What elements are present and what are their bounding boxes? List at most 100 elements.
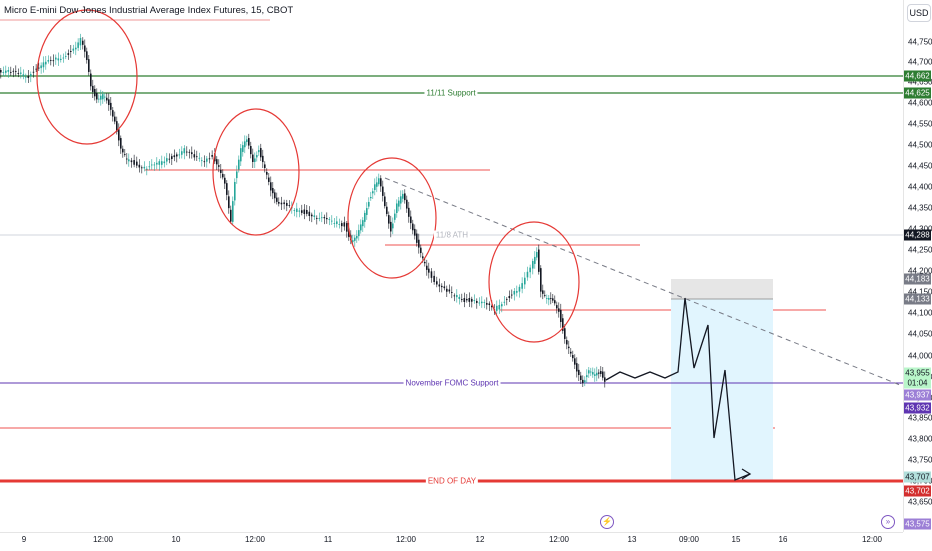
candle-body	[536, 251, 538, 258]
candle-body	[604, 377, 606, 382]
candle-body	[191, 152, 193, 155]
price-tick: 43,750	[908, 455, 932, 465]
candle-body	[508, 296, 511, 298]
candle-body	[276, 197, 278, 202]
candle-body	[161, 161, 163, 165]
candle-body	[256, 155, 258, 158]
candle-body	[503, 301, 506, 303]
candle-body	[288, 205, 291, 206]
candle-body	[114, 116, 116, 122]
candle-body	[258, 150, 260, 153]
candle-body	[592, 372, 594, 375]
candle-body	[574, 358, 576, 365]
goto-realtime-icon[interactable]: »	[881, 515, 895, 529]
candle-body	[498, 304, 501, 310]
candle-body	[451, 292, 453, 293]
candle-body	[62, 57, 65, 59]
candle-body	[476, 300, 478, 303]
candle-body	[548, 298, 550, 300]
candle-body	[88, 59, 90, 72]
candle-body	[364, 212, 366, 222]
candle-body	[72, 48, 75, 51]
candle-body	[238, 159, 240, 170]
candle-body	[318, 217, 321, 219]
candle-body	[198, 157, 201, 159]
candle-body	[236, 171, 238, 179]
candle-body	[558, 308, 560, 312]
candle-body	[483, 302, 486, 303]
candle-body	[55, 57, 57, 60]
candle-body	[181, 151, 183, 155]
candle-body	[478, 302, 481, 304]
price-tag: 01:04	[904, 377, 931, 389]
candle-body	[86, 51, 88, 61]
currency-button[interactable]: USD	[907, 4, 931, 22]
candle-body	[146, 168, 148, 170]
candle-body	[463, 298, 466, 302]
candle-body	[542, 290, 544, 294]
candle-body	[240, 148, 242, 162]
candle-body	[30, 74, 32, 77]
candle-body	[338, 224, 341, 225]
chart-pane[interactable]: Micro E-mini Dow Jones Industrial Averag…	[0, 0, 903, 532]
price-tick: 44,100	[908, 308, 932, 318]
price-tick: 43,650	[908, 497, 932, 507]
candle-body	[96, 93, 98, 100]
candle-body	[208, 158, 211, 160]
candle-body	[473, 299, 476, 301]
candle-body	[308, 211, 311, 216]
time-tick: 15	[731, 535, 741, 544]
candle-body	[84, 45, 86, 52]
candle-body	[0, 70, 2, 73]
candle-body	[248, 138, 250, 146]
candle-body	[75, 47, 77, 50]
price-tag: 44,662	[904, 70, 931, 82]
price-tick: 44,250	[908, 245, 932, 255]
price-tick: 44,200	[908, 266, 932, 276]
candle-body	[534, 256, 536, 264]
candle-body	[408, 207, 410, 217]
price-tag: 44,625	[904, 87, 931, 99]
candle-body	[529, 267, 531, 273]
candle-body	[133, 160, 135, 165]
candle-body	[27, 75, 30, 78]
candle-body	[244, 141, 246, 148]
candle-body	[148, 166, 151, 168]
time-tick: 16	[778, 535, 788, 544]
symbol-title[interactable]: Micro E-mini Dow Jones Industrial Averag…	[4, 5, 294, 16]
candle-body	[526, 271, 529, 278]
candle-body	[32, 71, 35, 73]
candle-body	[268, 177, 270, 182]
candle-body	[246, 139, 248, 143]
price-tick: 44,450	[908, 161, 932, 171]
candle-body	[168, 158, 171, 160]
time-tick: 12:00	[92, 535, 114, 544]
candle-body	[151, 164, 153, 166]
time-tick: 12:00	[548, 535, 570, 544]
time-tick: 12:00	[861, 535, 883, 544]
price-tag: 44,183	[904, 273, 931, 285]
candle-body	[323, 217, 326, 219]
lightning-icon[interactable]: ⚡	[600, 515, 614, 529]
time-axis[interactable]	[0, 532, 903, 551]
candle-body	[222, 173, 224, 178]
price-tag: 43,575	[904, 518, 931, 530]
candle-body	[426, 265, 428, 270]
candle-body	[570, 351, 572, 354]
candles-series	[0, 33, 606, 388]
price-chart[interactable]	[0, 0, 903, 532]
candle-body	[354, 237, 356, 241]
candle-body	[158, 161, 161, 165]
candle-body	[356, 236, 358, 239]
candle-body	[370, 196, 372, 199]
candle-body	[598, 372, 600, 374]
candle-body	[228, 196, 230, 209]
candle-body	[384, 196, 386, 207]
candle-body	[380, 178, 382, 187]
candle-body	[501, 304, 503, 307]
candle-body	[35, 68, 37, 70]
candle-body	[580, 375, 582, 380]
price-tick: 44,400	[908, 182, 932, 192]
candle-body	[230, 209, 232, 222]
candle-body	[343, 222, 346, 227]
